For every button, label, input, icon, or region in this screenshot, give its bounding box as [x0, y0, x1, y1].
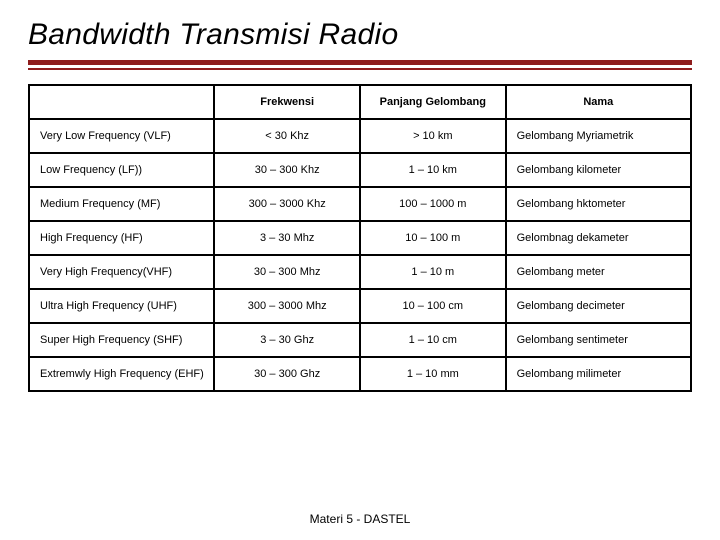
- cell-name: Gelombang milimeter: [506, 357, 691, 391]
- table-row: Very Low Frequency (VLF) < 30 Khz > 10 k…: [29, 119, 691, 153]
- cell-name: Gelombang hktometer: [506, 187, 691, 221]
- cell-freq: 30 – 300 Mhz: [214, 255, 360, 289]
- cell-freq: 30 – 300 Khz: [214, 153, 360, 187]
- table-header-row: Frekwensi Panjang Gelombang Nama: [29, 85, 691, 119]
- cell-wave: 100 – 1000 m: [360, 187, 506, 221]
- cell-band: Extremwly High Frequency (EHF): [29, 357, 214, 391]
- cell-name: Gelombang Myriametrik: [506, 119, 691, 153]
- table-row: Super High Frequency (SHF) 3 – 30 Ghz 1 …: [29, 323, 691, 357]
- cell-band: Medium Frequency (MF): [29, 187, 214, 221]
- cell-wave: 1 – 10 m: [360, 255, 506, 289]
- col-header-frekwensi: Frekwensi: [214, 85, 360, 119]
- table-row: Low Frequency (LF)) 30 – 300 Khz 1 – 10 …: [29, 153, 691, 187]
- cell-freq: 300 – 3000 Mhz: [214, 289, 360, 323]
- cell-freq: 3 – 30 Mhz: [214, 221, 360, 255]
- cell-band: Super High Frequency (SHF): [29, 323, 214, 357]
- title-rule: [28, 60, 692, 70]
- cell-band: Very Low Frequency (VLF): [29, 119, 214, 153]
- rule-thin: [28, 68, 692, 70]
- col-header-blank: [29, 85, 214, 119]
- cell-freq: 3 – 30 Ghz: [214, 323, 360, 357]
- rule-thick: [28, 60, 692, 65]
- table-row: Very High Frequency(VHF) 30 – 300 Mhz 1 …: [29, 255, 691, 289]
- cell-wave: > 10 km: [360, 119, 506, 153]
- cell-freq: < 30 Khz: [214, 119, 360, 153]
- col-header-panjang: Panjang Gelombang: [360, 85, 506, 119]
- table-row: Ultra High Frequency (UHF) 300 – 3000 Mh…: [29, 289, 691, 323]
- frequency-table: Frekwensi Panjang Gelombang Nama Very Lo…: [28, 84, 692, 392]
- cell-wave: 10 – 100 m: [360, 221, 506, 255]
- cell-freq: 30 – 300 Ghz: [214, 357, 360, 391]
- table-row: High Frequency (HF) 3 – 30 Mhz 10 – 100 …: [29, 221, 691, 255]
- slide: Bandwidth Transmisi Radio Frekwensi Panj…: [0, 0, 720, 540]
- cell-band: Ultra High Frequency (UHF): [29, 289, 214, 323]
- cell-wave: 1 – 10 mm: [360, 357, 506, 391]
- col-header-nama: Nama: [506, 85, 691, 119]
- cell-wave: 10 – 100 cm: [360, 289, 506, 323]
- table-row: Medium Frequency (MF) 300 – 3000 Khz 100…: [29, 187, 691, 221]
- cell-band: Very High Frequency(VHF): [29, 255, 214, 289]
- cell-wave: 1 – 10 km: [360, 153, 506, 187]
- cell-name: Gelombang kilometer: [506, 153, 691, 187]
- table-row: Extremwly High Frequency (EHF) 30 – 300 …: [29, 357, 691, 391]
- cell-name: Gelombnag dekameter: [506, 221, 691, 255]
- cell-name: Gelombang sentimeter: [506, 323, 691, 357]
- cell-band: Low Frequency (LF)): [29, 153, 214, 187]
- footer-text: Materi 5 - DASTEL: [0, 512, 720, 526]
- cell-wave: 1 – 10 cm: [360, 323, 506, 357]
- page-title: Bandwidth Transmisi Radio: [28, 18, 692, 52]
- cell-band: High Frequency (HF): [29, 221, 214, 255]
- cell-name: Gelombang decimeter: [506, 289, 691, 323]
- cell-freq: 300 – 3000 Khz: [214, 187, 360, 221]
- cell-name: Gelombang meter: [506, 255, 691, 289]
